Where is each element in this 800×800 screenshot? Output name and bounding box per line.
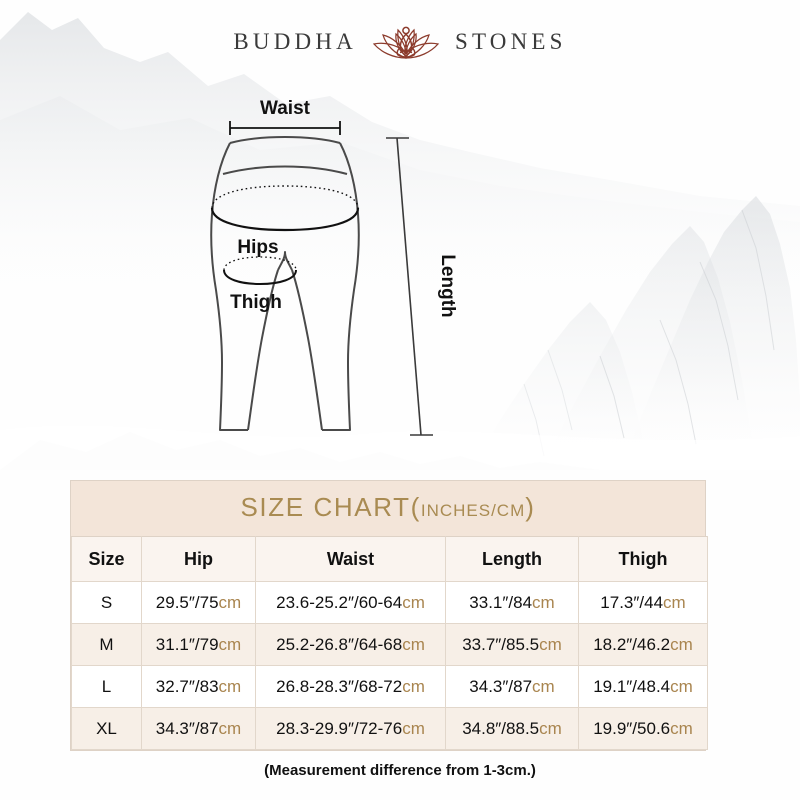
value-unit: cm xyxy=(539,634,562,654)
column-header-hip: Hip xyxy=(141,536,256,582)
value-unit: cm xyxy=(532,676,555,696)
hips-label: Hips xyxy=(237,237,278,258)
brand-header: BUDDHA xyxy=(0,18,800,66)
cell-hip: 29.5″/75cm xyxy=(141,581,256,624)
value-inches: 18.2″/46.2 xyxy=(593,634,671,654)
value-inches: 26.8-28.3″/68-72 xyxy=(276,676,403,696)
length-measure-line xyxy=(386,137,433,436)
cell-thigh: 19.9″/50.6cm xyxy=(578,707,708,750)
leggings-measurement-diagram: Waist xyxy=(0,90,800,470)
value-unit: cm xyxy=(670,676,693,696)
measurement-note: (Measurement difference from 1-3cm.) xyxy=(264,762,536,779)
cell-thigh: 17.3″/44cm xyxy=(578,581,708,624)
value-inches: 29.5″/75 xyxy=(155,592,219,612)
value-inches: 19.1″/48.4 xyxy=(593,676,671,696)
thigh-measure-ellipse xyxy=(223,256,297,286)
leggings-outline-icon xyxy=(210,136,360,431)
size-chart-title-units: INCHES/CM xyxy=(420,501,526,520)
cell-length: 33.7″/85.5cm xyxy=(445,623,579,666)
cell-size: XL xyxy=(71,707,142,750)
value-unit: cm xyxy=(663,592,686,612)
cell-thigh: 19.1″/48.4cm xyxy=(578,665,708,708)
hips-measure-ellipse xyxy=(210,185,360,232)
value-inches: 31.1″/79 xyxy=(155,634,219,654)
cell-waist: 26.8-28.3″/68-72cm xyxy=(255,665,446,708)
lotus-meditation-icon xyxy=(372,26,440,59)
table-row: S 29.5″/75cm 23.6-25.2″/60-64cm 33.1″/84… xyxy=(71,581,708,624)
value-inches: 23.6-25.2″/60-64 xyxy=(276,592,403,612)
size-chart-title-close: ) xyxy=(525,492,536,522)
value-unit: cm xyxy=(402,676,425,696)
value-unit: cm xyxy=(670,718,693,738)
thigh-label: Thigh xyxy=(230,292,282,313)
value-inches: 28.3-29.9″/72-76 xyxy=(276,718,403,738)
value-unit: cm xyxy=(218,634,242,654)
cell-hip: 34.3″/87cm xyxy=(141,707,256,750)
column-header-length: Length xyxy=(445,536,579,582)
column-header-waist: Waist xyxy=(255,536,446,582)
column-header-thigh: Thigh xyxy=(578,536,708,582)
cell-hip: 32.7″/83cm xyxy=(141,665,256,708)
value-inches: 25.2-26.8″/64-68 xyxy=(276,634,403,654)
value-inches: 34.8″/88.5 xyxy=(462,718,540,738)
value-inches: 17.3″/44 xyxy=(600,592,664,612)
table-row: L 32.7″/83cm 26.8-28.3″/68-72cm 34.3″/87… xyxy=(71,665,708,708)
value-unit: cm xyxy=(218,718,242,738)
size-chart-title: SIZE CHART(INCHES/CM) xyxy=(71,481,705,536)
value-unit: cm xyxy=(218,676,242,696)
size-chart-table: Size Hip Waist Length Thigh S 29.5″/75cm… xyxy=(71,536,708,750)
value-inches: 33.7″/85.5 xyxy=(462,634,540,654)
cell-thigh: 18.2″/46.2cm xyxy=(578,623,708,666)
table-row: XL 34.3″/87cm 28.3-29.9″/72-76cm 34.8″/8… xyxy=(71,707,708,750)
cell-size: L xyxy=(71,665,142,708)
value-inches: 34.3″/87 xyxy=(469,676,533,696)
value-unit: cm xyxy=(218,592,242,612)
cell-size: S xyxy=(71,581,142,624)
cell-waist: 23.6-25.2″/60-64cm xyxy=(255,581,446,624)
brand-name-right: STONES xyxy=(454,29,567,54)
cell-length: 33.1″/84cm xyxy=(445,581,579,624)
value-unit: cm xyxy=(670,634,693,654)
brand-name-left: BUDDHA xyxy=(233,29,357,54)
size-chart-table-container: SIZE CHART(INCHES/CM) Size Hip Waist Len… xyxy=(70,480,708,751)
cell-size: M xyxy=(71,623,142,666)
value-unit: cm xyxy=(402,718,425,738)
table-header-row: Size Hip Waist Length Thigh xyxy=(71,536,708,582)
table-row: M 31.1″/79cm 25.2-26.8″/64-68cm 33.7″/85… xyxy=(71,623,708,666)
waist-label: Waist xyxy=(260,98,311,119)
cell-length: 34.8″/88.5cm xyxy=(445,707,579,750)
cell-waist: 25.2-26.8″/64-68cm xyxy=(255,623,446,666)
value-inches: 33.1″/84 xyxy=(469,592,533,612)
value-inches: 32.7″/83 xyxy=(155,676,219,696)
cell-waist: 28.3-29.9″/72-76cm xyxy=(255,707,446,750)
cell-length: 34.3″/87cm xyxy=(445,665,579,708)
value-unit: cm xyxy=(402,634,425,654)
size-chart-title-main: SIZE CHART( xyxy=(240,492,421,522)
cell-hip: 31.1″/79cm xyxy=(141,623,256,666)
length-label: Length xyxy=(437,254,458,317)
waist-measure-bar xyxy=(229,121,341,135)
value-unit: cm xyxy=(402,592,425,612)
value-inches: 34.3″/87 xyxy=(155,718,219,738)
column-header-size: Size xyxy=(71,536,142,582)
value-unit: cm xyxy=(539,718,562,738)
value-inches: 19.9″/50.6 xyxy=(593,718,671,738)
value-unit: cm xyxy=(532,592,555,612)
